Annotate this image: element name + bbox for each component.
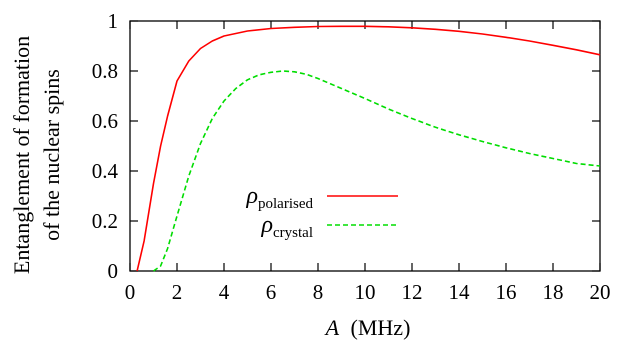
y-tick-label: 0.2: [92, 209, 118, 233]
plot-area-frame: [129, 20, 601, 272]
series-line-polarised: [136, 25, 601, 272]
legend-label-crystal: ρcrystal: [260, 212, 313, 241]
series-line-crystal: [153, 70, 601, 272]
legend-subscript-crystal: crystal: [273, 225, 313, 241]
x-tick-label: 12: [402, 280, 423, 304]
y-tick-label: 0: [108, 259, 119, 283]
legend-entry-crystal: ρcrystal: [260, 212, 398, 241]
y-axis-label-line-1: Entanglement of formation: [9, 36, 34, 274]
x-tick-label: 10: [355, 280, 376, 304]
legend-entry-polarised: ρpolarised: [245, 183, 398, 212]
legend-rho-symbol: ρ: [260, 212, 273, 238]
y-axis-label: Entanglement of formation of the nuclear…: [9, 36, 64, 274]
series-layer: [136, 25, 601, 272]
y-tick-label: 0.4: [92, 159, 119, 183]
legend-subscript-polarised: polarised: [258, 196, 313, 212]
y-tick-label: 0.6: [92, 109, 118, 133]
x-tick-label: 8: [313, 280, 324, 304]
x-tick-label: 2: [172, 280, 183, 304]
legend-label-polarised: ρpolarised: [245, 183, 313, 212]
tick-labels: 0 2 4 6 8 10 12 14 16 18 20 0 0.2 0.4 0.6 0.8 1: [92, 9, 611, 304]
x-axis-label-symbol: A: [324, 315, 340, 340]
y-axis-label-line-2: of the nuclear spins: [39, 69, 64, 241]
legend-rho-symbol: ρ: [245, 183, 258, 209]
y-tick-label: 1: [108, 9, 119, 33]
x-tick-label: 16: [496, 280, 517, 304]
x-axis-label: A (MHz): [324, 315, 411, 340]
x-tick-label: 18: [543, 280, 564, 304]
legend: ρpolarised ρcrystal: [245, 183, 398, 241]
x-tick-label: 20: [590, 280, 611, 304]
x-tick-label: 4: [219, 280, 230, 304]
x-axis-label-unit: (MHz): [351, 315, 411, 340]
x-tick-label: 14: [449, 280, 471, 304]
y-tick-label: 0.8: [92, 59, 118, 83]
axis-ticks: [129, 20, 601, 272]
x-tick-label: 6: [266, 280, 277, 304]
x-tick-label: 0: [125, 280, 136, 304]
